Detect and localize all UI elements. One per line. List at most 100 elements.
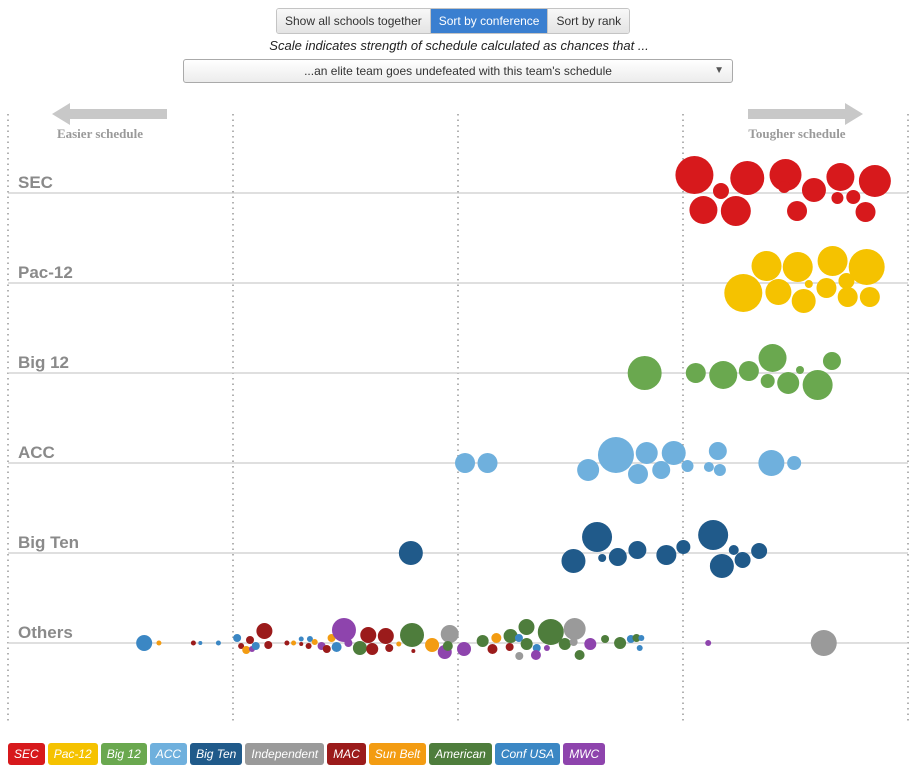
team-bubble[interactable] — [758, 344, 787, 372]
team-bubble[interactable] — [242, 646, 251, 654]
team-bubble[interactable] — [751, 251, 782, 281]
team-bubble[interactable] — [398, 541, 423, 565]
team-bubble[interactable] — [440, 625, 459, 643]
team-bubble[interactable] — [822, 352, 841, 370]
team-bubble[interactable] — [661, 441, 686, 465]
team-bubble[interactable] — [627, 356, 662, 390]
team-bubble[interactable] — [400, 623, 425, 647]
team-bubble[interactable] — [156, 640, 162, 646]
team-bubble[interactable] — [251, 642, 260, 650]
team-bubble[interactable] — [455, 453, 476, 473]
team-bubble[interactable] — [442, 641, 453, 651]
team-bubble[interactable] — [190, 640, 196, 646]
team-bubble[interactable] — [366, 643, 379, 655]
team-bubble[interactable] — [730, 161, 765, 195]
team-bubble[interactable] — [520, 638, 533, 650]
team-bubble[interactable] — [708, 442, 727, 460]
sort-by-conference-button[interactable]: Sort by conference — [430, 9, 549, 33]
team-bubble[interactable] — [632, 634, 641, 642]
team-bubble[interactable] — [848, 249, 885, 285]
team-bubble[interactable] — [628, 541, 647, 559]
team-bubble[interactable] — [584, 638, 597, 650]
team-bubble[interactable] — [344, 639, 353, 647]
team-bubble[interactable] — [331, 642, 342, 652]
team-bubble[interactable] — [577, 459, 600, 481]
team-bubble[interactable] — [846, 190, 861, 204]
team-bubble[interactable] — [858, 165, 891, 197]
team-bubble[interactable] — [614, 637, 627, 649]
team-bubble[interactable] — [136, 635, 153, 651]
team-bubble[interactable] — [597, 437, 634, 473]
team-bubble[interactable] — [796, 366, 804, 374]
team-bubble[interactable] — [514, 634, 523, 642]
team-bubble[interactable] — [713, 464, 726, 476]
team-bubble[interactable] — [738, 361, 759, 381]
team-bubble[interactable] — [530, 650, 541, 660]
team-bubble[interactable] — [734, 552, 751, 568]
team-bubble[interactable] — [457, 642, 472, 656]
team-bubble[interactable] — [709, 554, 734, 578]
team-bubble[interactable] — [299, 642, 304, 646]
scale-select[interactable]: ...an elite team goes undefeated with th… — [183, 59, 733, 83]
team-bubble[interactable] — [503, 629, 518, 643]
team-bubble[interactable] — [246, 636, 255, 644]
legend-item-pac-12[interactable]: Pac-12 — [47, 743, 98, 765]
team-bubble[interactable] — [563, 618, 586, 640]
team-bubble[interactable] — [705, 640, 712, 646]
team-bubble[interactable] — [360, 627, 377, 643]
legend-item-big-ten[interactable]: Big Ten — [190, 743, 243, 765]
team-bubble[interactable] — [477, 453, 498, 473]
team-bubble[interactable] — [703, 462, 714, 472]
team-bubble[interactable] — [685, 363, 706, 383]
team-bubble[interactable] — [675, 156, 714, 194]
team-bubble[interactable] — [306, 636, 313, 642]
legend-item-mwc[interactable]: MWC — [563, 743, 606, 765]
team-bubble[interactable] — [411, 649, 416, 653]
team-bubble[interactable] — [635, 442, 658, 464]
team-bubble[interactable] — [425, 638, 440, 652]
team-bubble[interactable] — [515, 652, 524, 660]
team-bubble[interactable] — [601, 635, 610, 643]
team-bubble[interactable] — [396, 641, 402, 647]
team-bubble[interactable] — [518, 619, 535, 635]
team-bubble[interactable] — [826, 163, 855, 191]
team-bubble[interactable] — [638, 635, 645, 641]
team-bubble[interactable] — [760, 374, 775, 388]
team-bubble[interactable] — [537, 619, 564, 645]
legend-item-independent[interactable]: Independent — [245, 743, 325, 765]
legend-item-american[interactable]: American — [429, 743, 492, 765]
team-bubble[interactable] — [543, 645, 550, 651]
team-bubble[interactable] — [628, 464, 648, 484]
team-bubble[interactable] — [720, 196, 751, 226]
team-bubble[interactable] — [377, 628, 394, 644]
legend-item-sec[interactable]: SEC — [8, 743, 45, 765]
team-bubble[interactable] — [352, 641, 367, 655]
team-bubble[interactable] — [778, 181, 791, 193]
legend-item-mac[interactable]: MAC — [327, 743, 366, 765]
team-bubble[interactable] — [327, 634, 336, 642]
team-bubble[interactable] — [331, 618, 356, 642]
team-bubble[interactable] — [777, 372, 800, 394]
team-bubble[interactable] — [758, 450, 785, 476]
team-bubble[interactable] — [311, 639, 318, 645]
team-bubble[interactable] — [652, 461, 671, 479]
team-bubble[interactable] — [487, 644, 498, 654]
team-bubble[interactable] — [689, 196, 718, 224]
team-bubble[interactable] — [569, 638, 578, 646]
team-bubble[interactable] — [636, 645, 643, 651]
team-bubble[interactable] — [837, 287, 858, 307]
team-bubble[interactable] — [769, 159, 802, 191]
team-bubble[interactable] — [476, 635, 489, 647]
team-bubble[interactable] — [505, 643, 514, 651]
team-bubble[interactable] — [532, 644, 541, 652]
team-bubble[interactable] — [561, 549, 586, 573]
team-bubble[interactable] — [284, 640, 290, 646]
team-bubble[interactable] — [838, 273, 855, 289]
team-bubble[interactable] — [233, 634, 242, 642]
team-bubble[interactable] — [298, 636, 304, 642]
team-bubble[interactable] — [558, 638, 571, 650]
show-all-schools-button[interactable]: Show all schools together — [277, 9, 431, 33]
team-bubble[interactable] — [598, 554, 607, 562]
team-bubble[interactable] — [804, 280, 813, 288]
team-bubble[interactable] — [712, 183, 729, 199]
